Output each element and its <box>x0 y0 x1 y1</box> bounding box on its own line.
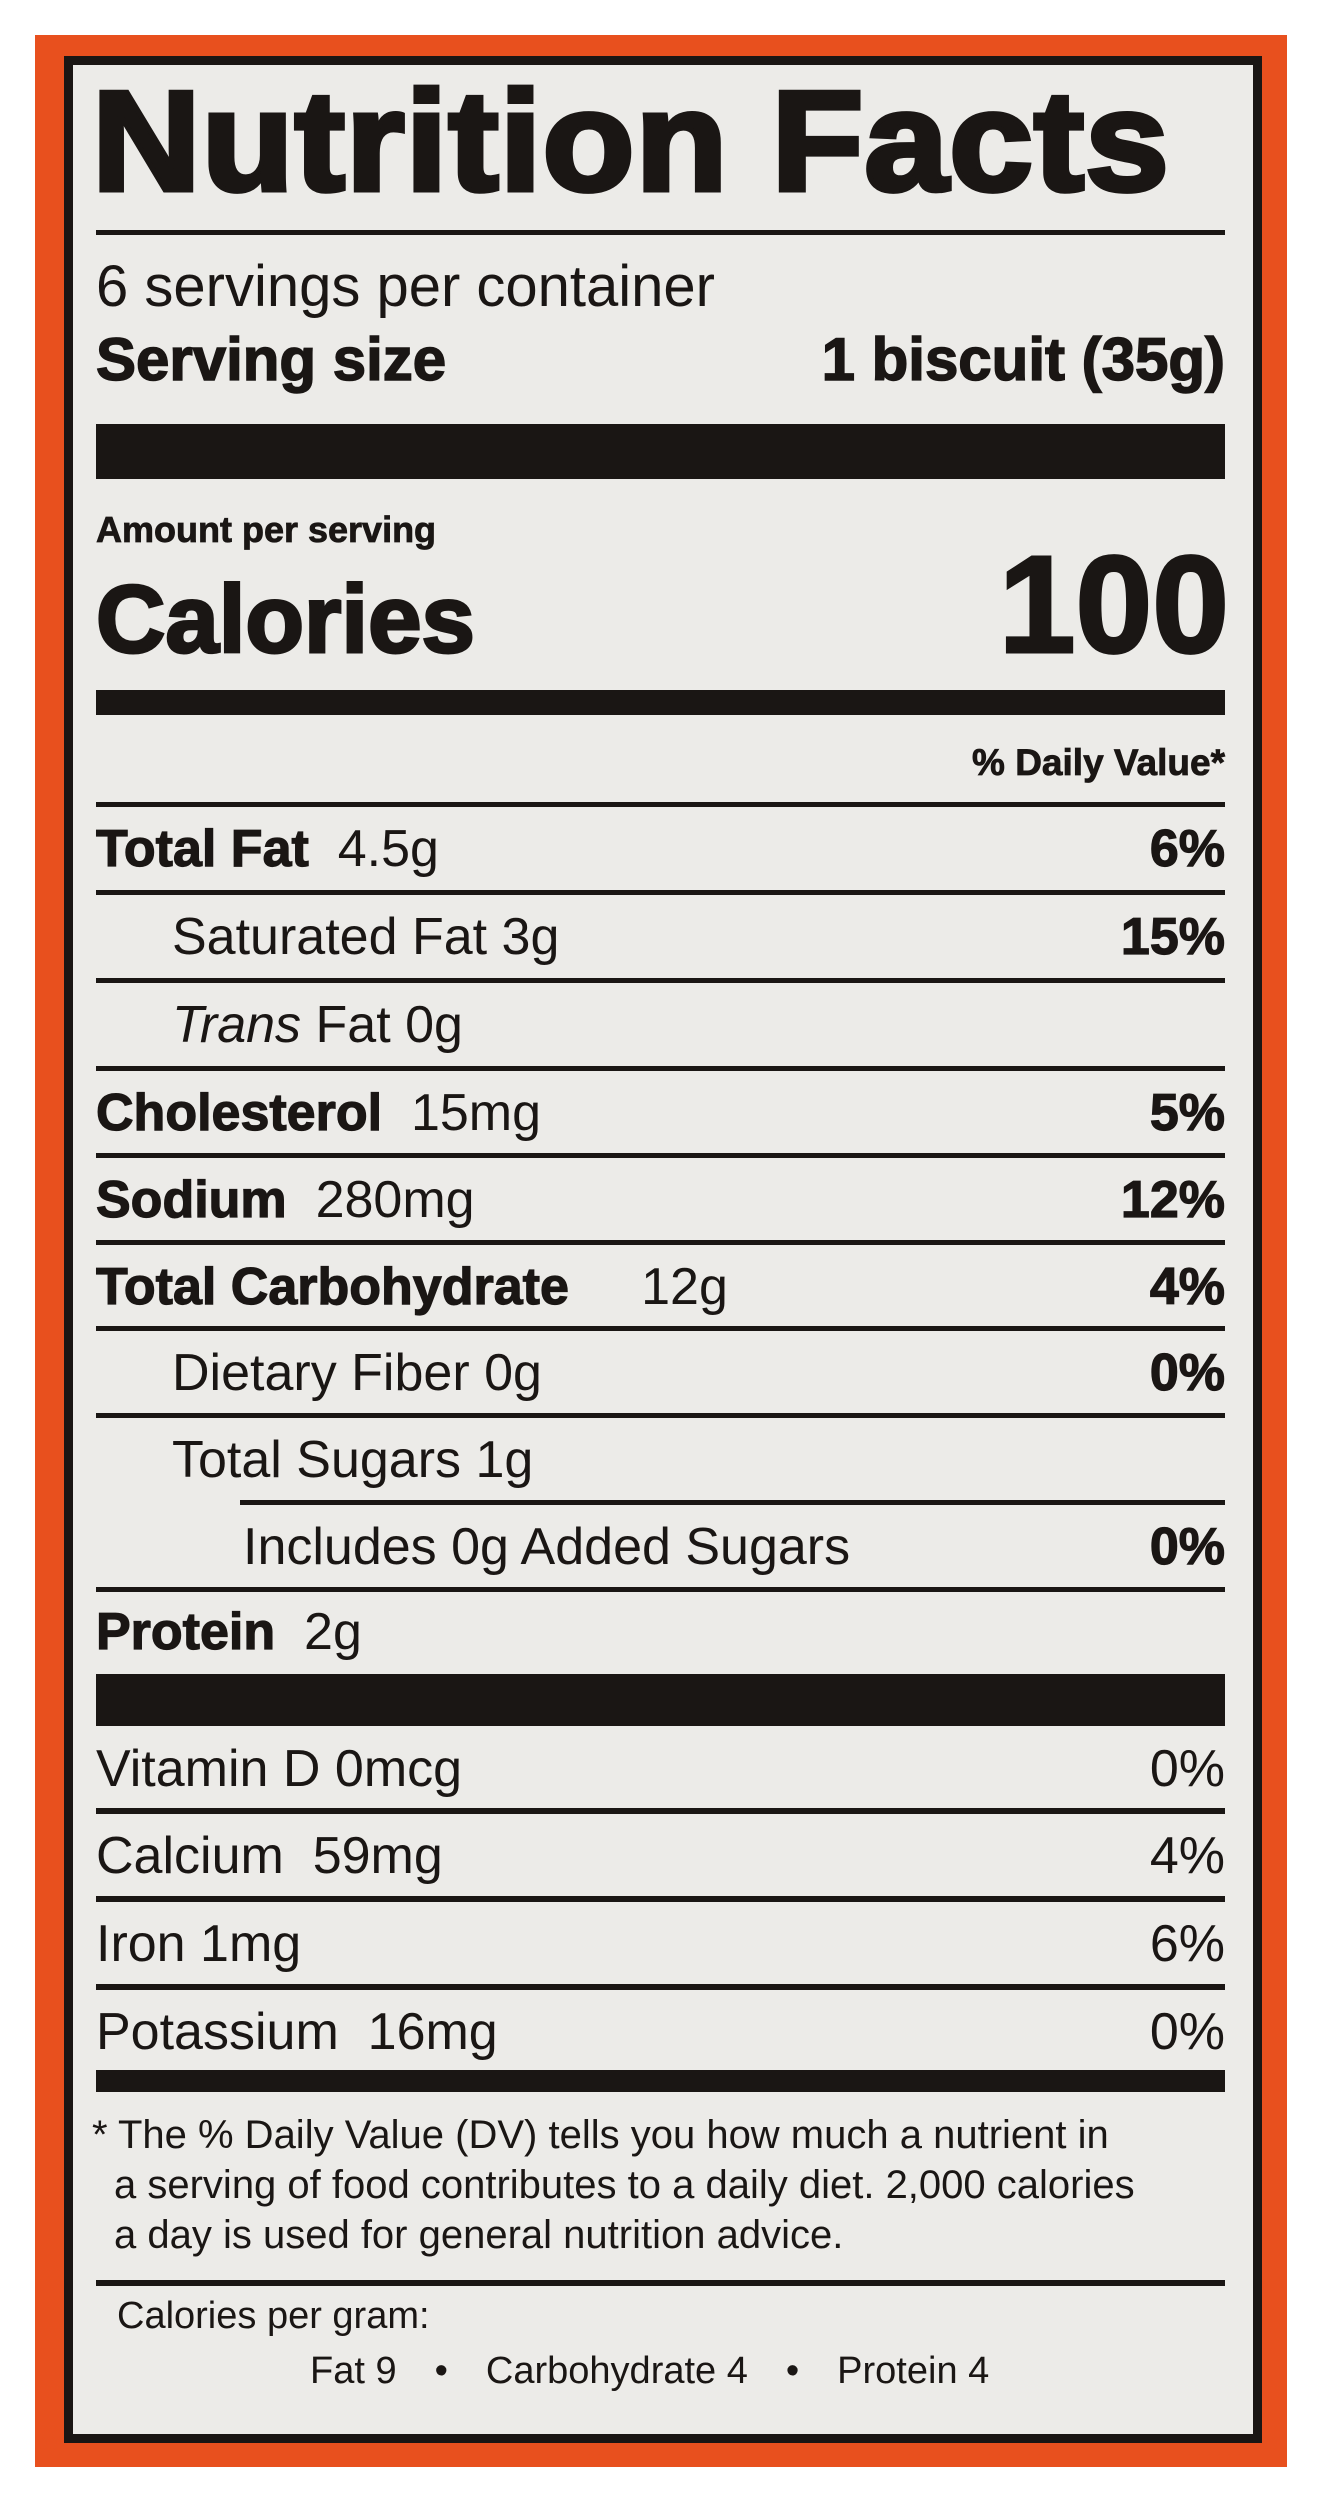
nutrient-row-protein: Protein 2g <box>95 1590 1225 1674</box>
divider <box>96 1984 1225 1990</box>
serving-size-label: Serving size <box>95 325 447 394</box>
calories-value: 100 <box>997 528 1230 682</box>
nutrient-dv: 4% <box>1149 1257 1225 1316</box>
calories-row: Calories 100 <box>95 534 1231 677</box>
divider <box>96 1153 1225 1158</box>
nutrient-name: Includes 0g Added Sugars <box>243 1518 851 1576</box>
calories-per-gram-values: Fat 9 • Carbohydrate 4 • Protein 4 <box>310 2345 989 2397</box>
nutrient-name: Protein <box>95 1602 276 1661</box>
nutrient-dv: 6% <box>1149 819 1225 878</box>
divider <box>96 1808 1225 1814</box>
nutrient-row-total-sugars: Total Sugars 1g <box>96 1418 1225 1502</box>
divider <box>96 1587 1225 1592</box>
nutrient-name: Total Carbohydrate <box>95 1257 569 1316</box>
nutrient-row-saturated-fat: Saturated Fat 3g 15% <box>96 895 1226 979</box>
divider <box>96 802 1225 807</box>
vitamin-dv: 0% <box>1149 1740 1225 1798</box>
serving-size-value: 1 biscuit (35g) <box>821 325 1226 394</box>
footnote-line: * The % Daily Value (DV) tells you how m… <box>92 2113 1109 2157</box>
cpg-carbohydrate: Carbohydrate 4 <box>485 2350 748 2392</box>
servings-per-container: 6 servings per container <box>96 254 715 319</box>
nutrient-row-total-fat: Total Fat 4.5g 6% <box>95 807 1225 891</box>
vitamin-name: Iron 1mg <box>96 1915 302 1973</box>
divider <box>96 230 1225 235</box>
vitamin-name: Vitamin D 0mcg <box>96 1740 463 1798</box>
nutrient-amount: 280mg <box>315 1171 475 1229</box>
vitamin-row-calcium: Calcium 59mg 4% <box>96 1814 1225 1898</box>
nutrient-dv: 12% <box>1120 1170 1225 1229</box>
medium-divider <box>96 690 1225 715</box>
vitamin-name: Calcium 59mg <box>96 1827 443 1885</box>
divider <box>96 1413 1225 1418</box>
nutrient-dv: 15% <box>1120 907 1225 966</box>
footnote-line: a day is used for general nutrition advi… <box>114 2213 844 2257</box>
nutrient-row-sodium: Sodium 280mg 12% <box>95 1158 1225 1242</box>
nutrient-dv: 0% <box>1149 1517 1225 1576</box>
divider <box>96 1326 1225 1331</box>
nutrient-row-added-sugars: Includes 0g Added Sugars 0% <box>96 1505 1226 1589</box>
nutrient-row-cholesterol: Cholesterol 15mg 5% <box>95 1071 1225 1155</box>
amount-per-serving: Amount per serving <box>96 509 437 551</box>
label-title: Nutrition Facts <box>89 60 1171 224</box>
nutrient-row-dietary-fiber: Dietary Fiber 0g 0% <box>96 1331 1226 1415</box>
thick-divider <box>96 1674 1225 1726</box>
nutrient-name: Total Sugars 1g <box>172 1431 534 1489</box>
nutrient-name: Dietary Fiber 0g <box>172 1344 542 1402</box>
daily-value-footnote: * The % Daily Value (DV) tells you how m… <box>92 2110 1227 2260</box>
nutrient-row-total-carbohydrate: Total Carbohydrate 12g 4% <box>95 1245 1225 1329</box>
vitamin-name: Potassium 16mg <box>96 2003 498 2061</box>
nutrient-name-italic: Trans <box>172 996 302 1054</box>
nutrient-amount: 15mg <box>410 1084 542 1142</box>
vitamin-dv: 6% <box>1149 1915 1225 1973</box>
bullet-separator: • <box>785 2350 800 2392</box>
divider <box>96 1066 1225 1071</box>
nutrient-dv: 0% <box>1149 1343 1225 1402</box>
footnote-line: a serving of food contributes to a daily… <box>114 2163 1135 2207</box>
calories-per-gram-heading: Calories per gram: <box>117 2295 430 2337</box>
vitamin-dv: 4% <box>1149 1827 1225 1885</box>
divider <box>96 2280 1225 2286</box>
divider <box>96 890 1225 895</box>
divider <box>96 978 1225 983</box>
serving-size: Serving size 1 biscuit (35g) <box>95 322 1226 398</box>
nutrient-name: Sodium <box>95 1170 287 1229</box>
cpg-fat: Fat 9 <box>310 2350 397 2392</box>
nutrient-amount: 2g <box>304 1603 362 1661</box>
nutrient-dv: 5% <box>1149 1083 1225 1142</box>
calories-label: Calories <box>95 565 477 675</box>
nutrient-amount: 4.5g <box>337 820 439 878</box>
nutrient-name: Fat 0g <box>301 996 463 1054</box>
nutrient-name: Saturated Fat 3g <box>172 908 560 966</box>
cpg-protein: Protein 4 <box>837 2350 990 2392</box>
daily-value-header: % Daily Value* <box>972 742 1226 784</box>
medium-divider <box>96 2070 1225 2092</box>
nutrient-amount: 12g <box>641 1258 728 1316</box>
vitamin-row-potassium: Potassium 16mg 0% <box>96 1990 1225 2074</box>
vitamin-dv: 0% <box>1149 2003 1225 2061</box>
divider <box>96 1896 1225 1902</box>
nutrient-name: Cholesterol <box>95 1083 383 1142</box>
nutrient-name: Total Fat <box>95 819 309 878</box>
bullet-separator: • <box>434 2350 448 2392</box>
divider-partial <box>240 1500 1225 1505</box>
nutrient-row-trans-fat: Trans Fat 0g <box>96 983 1225 1067</box>
vitamin-row-vitamin-d: Vitamin D 0mcg 0% <box>96 1727 1225 1811</box>
divider <box>96 1240 1225 1245</box>
thick-divider <box>96 424 1225 479</box>
vitamin-row-iron: Iron 1mg 6% <box>96 1902 1225 1986</box>
